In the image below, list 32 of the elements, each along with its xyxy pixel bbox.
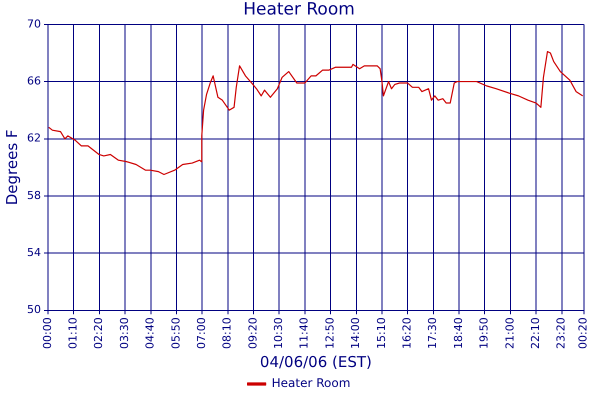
y-tick-label: 58 bbox=[26, 188, 41, 202]
x-tick-label: 04:40 bbox=[144, 317, 157, 350]
chart-title: Heater Room bbox=[243, 0, 355, 20]
legend-label: Heater Room bbox=[272, 376, 350, 390]
x-tick-label: 18:40 bbox=[452, 317, 465, 350]
x-tick-label: 12:50 bbox=[323, 317, 336, 350]
x-tick-label: 19:50 bbox=[478, 317, 491, 350]
x-tick-label: 08:10 bbox=[220, 317, 234, 350]
x-tick-label: 21:00 bbox=[503, 317, 516, 350]
x-tick-label: 22:10 bbox=[528, 317, 542, 350]
x-tick-label: 05:50 bbox=[169, 317, 182, 350]
x-tick-label: 00:20 bbox=[576, 317, 590, 350]
x-tick-label: 17:30 bbox=[426, 317, 440, 350]
x-tick-label: 03:30 bbox=[118, 317, 131, 350]
x-tick-label: 00:00 bbox=[40, 317, 54, 350]
x-tick-label: 02:20 bbox=[92, 317, 106, 350]
x-tick-label: 09:20 bbox=[246, 317, 260, 350]
x-tick-label: 16:20 bbox=[400, 317, 414, 350]
y-tick-label: 54 bbox=[26, 246, 41, 259]
x-tick-label: 10:30 bbox=[272, 317, 286, 350]
y-axis-title: Degrees F bbox=[2, 129, 21, 206]
x-tick-label: 11:40 bbox=[298, 317, 311, 350]
x-tick-label: 14:00 bbox=[349, 317, 362, 350]
x-tick-label: 23:20 bbox=[554, 317, 568, 350]
y-tick-label: 62 bbox=[26, 132, 41, 145]
x-tick-label: 01:10 bbox=[66, 317, 80, 350]
y-tick-label: 50 bbox=[26, 303, 41, 316]
x-tick-label: 15:10 bbox=[374, 317, 388, 350]
y-tick-label: 70 bbox=[26, 17, 41, 30]
x-axis-title: 04/06/06 (EST) bbox=[260, 352, 372, 371]
y-tick-label: 66 bbox=[26, 74, 41, 88]
x-tick-label: 07:00 bbox=[194, 317, 208, 350]
